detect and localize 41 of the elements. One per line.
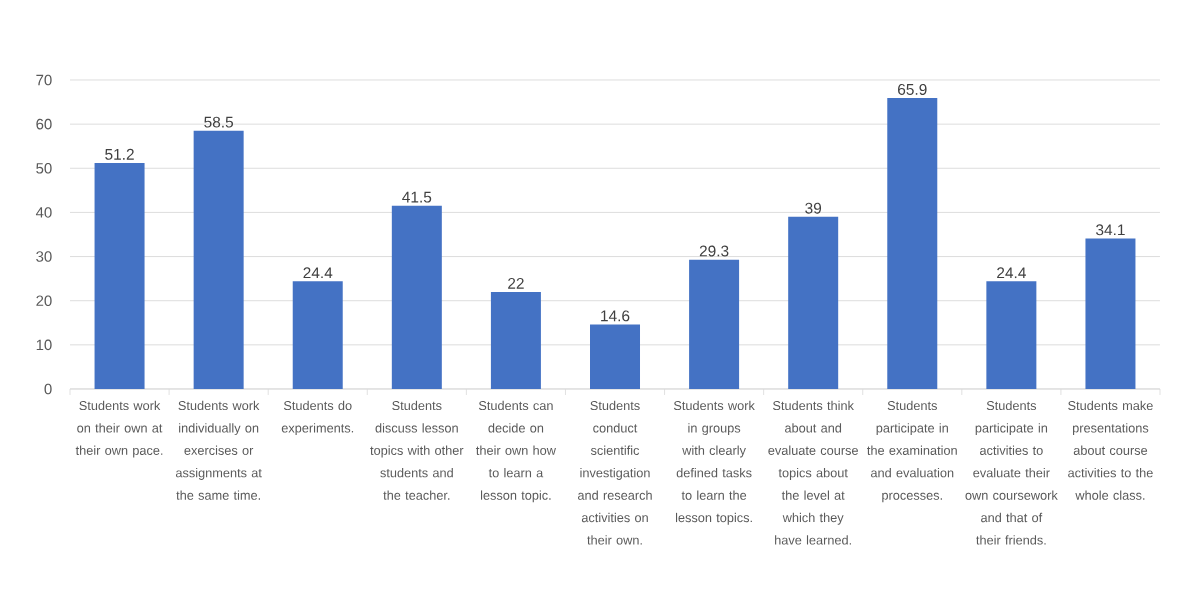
category-label: Students participate in the examination and evaluation processes.: [867, 400, 957, 503]
data-label: 58.5: [204, 116, 234, 128]
bar: [887, 98, 938, 389]
data-label: 65.9: [898, 83, 927, 95]
y-tick-label: 10: [36, 339, 52, 351]
bar: [391, 205, 442, 389]
data-label: 24.4: [303, 267, 333, 279]
bar: [986, 281, 1037, 389]
x-tick-label: Students do experiments.: [281, 400, 354, 436]
bar: [490, 291, 541, 389]
x-tick-label: Students work in groups with clearly defined tasks to learn the lesson topics.: [673, 400, 755, 525]
data-label: 39: [805, 202, 822, 214]
bar: [292, 281, 343, 389]
bar: [788, 216, 839, 389]
data-label: 29.3: [699, 245, 729, 257]
y-tick-label: 60: [36, 118, 52, 130]
data-label: 14.6: [601, 310, 630, 322]
y-tick-label: 40: [35, 207, 52, 218]
x-tick-label: Students participate in activities to evaluate their own coursework and that of their friends.: [965, 400, 1058, 545]
data-label: 24.4: [997, 267, 1026, 279]
y-tick-label: 70: [36, 74, 52, 86]
bar: [1085, 238, 1136, 389]
data-label: 51.2: [105, 148, 134, 160]
y-tick-label: 20: [36, 295, 52, 306]
x-tick-label: Students work individually on exercises or assignments at the same time.: [175, 400, 262, 500]
bar: [94, 162, 145, 389]
data-label: 41.5: [402, 191, 432, 203]
x-tick-label: Students think about and evaluate course topics about the level at which they have learned.: [768, 400, 858, 545]
y-tick-label: 50: [36, 162, 52, 174]
x-tick-label: Students work on their own at their own pace.: [75, 400, 163, 458]
x-tick-label: Students discuss lesson topics with other students and the teacher.: [370, 400, 464, 500]
bar: [689, 259, 740, 389]
y-tick-label: 0: [44, 383, 52, 395]
bar: [193, 130, 244, 389]
data-label: 34.1: [1096, 224, 1125, 236]
y-tick-label: 30: [36, 251, 52, 262]
data-label: 22: [508, 277, 524, 289]
bar: [590, 324, 640, 389]
x-tick-label: Students conduct scientific investigation and research activities on their own.: [577, 400, 652, 545]
x-tick-label: Students make presentations about course activities to the whole class.: [1068, 400, 1153, 500]
x-tick-label: Students can decide on their own how to learn a lesson topic.: [476, 400, 556, 503]
